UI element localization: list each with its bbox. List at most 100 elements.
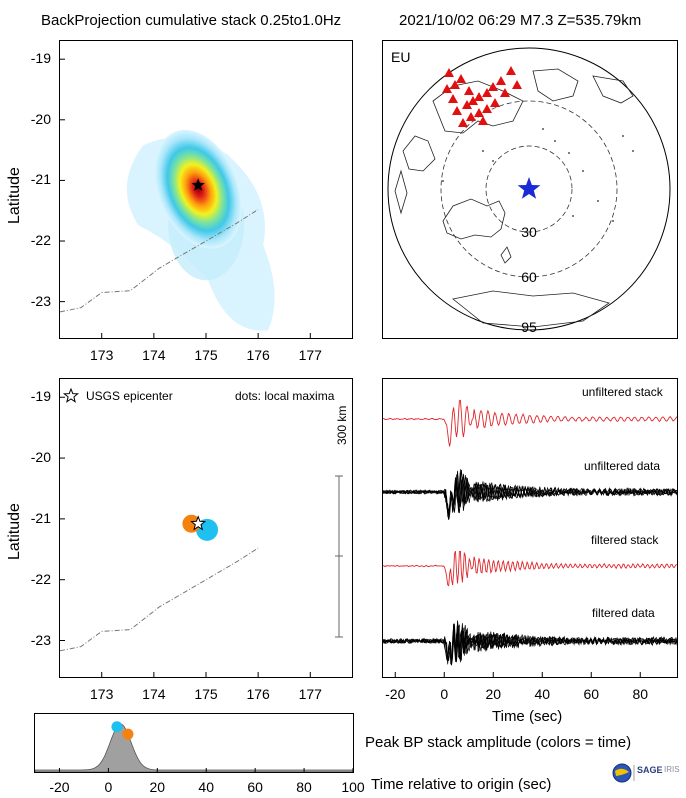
- station-triangle: [488, 82, 498, 91]
- y-tick-label: -21: [30, 509, 51, 526]
- station-triangle: [458, 118, 468, 127]
- cumulative-stack-plot: [60, 58, 311, 338]
- trench-line: [60, 209, 259, 313]
- epicenter-star: [191, 178, 205, 191]
- x-tick-label: 0: [104, 779, 113, 795]
- ring-30: [485, 145, 573, 233]
- x-tick-label: 100: [341, 779, 365, 795]
- station-triangle: [448, 94, 458, 103]
- globe-outline: [387, 47, 671, 331]
- y-tick-label: -23: [30, 292, 51, 309]
- event-info: 2021/10/02 06:29 M7.3 Z=535.79km: [399, 12, 642, 29]
- station-triangle: [456, 74, 466, 83]
- x-tick-label: 173: [90, 686, 114, 702]
- station-triangle: [450, 80, 460, 89]
- trace-unfiltered-data: [383, 470, 677, 521]
- y-tick-label: -22: [30, 232, 51, 249]
- ring-label: 30: [521, 224, 537, 240]
- peak-amplitude-plot: [35, 721, 353, 772]
- trace-filtered-data: [383, 622, 677, 666]
- island-dot: [442, 180, 444, 182]
- x-tick-label: 175: [194, 686, 218, 702]
- x-tick-label: 40: [534, 686, 551, 702]
- x-tick-label: -20: [385, 686, 406, 702]
- island-dot: [568, 152, 570, 154]
- series-label-unfiltered-stack: unfiltered stack: [582, 385, 663, 399]
- island-dot: [612, 220, 614, 222]
- x-tick-label: 176: [246, 686, 270, 702]
- station-triangle: [442, 84, 452, 93]
- x-tick-label: 177: [298, 686, 322, 702]
- coastline: [532, 68, 579, 102]
- y-tick-label: -23: [30, 631, 51, 648]
- legend-star-label: USGS epicenter: [86, 389, 173, 403]
- island-dot: [492, 160, 494, 162]
- island-dot: [622, 135, 624, 137]
- x-tick-label: 176: [246, 347, 270, 363]
- y-tick-label: -20: [30, 110, 51, 127]
- island-dot: [554, 140, 556, 142]
- series-label-filtered-data: filtered data: [592, 606, 655, 620]
- island-dot: [632, 150, 634, 152]
- trace-unfiltered-data: [383, 475, 677, 520]
- station-triangle: [468, 96, 478, 105]
- x-tick-label: 40: [198, 779, 215, 795]
- peak-marker: [111, 721, 123, 733]
- page-title: BackProjection cumulative stack 0.25to1.…: [41, 12, 342, 29]
- logo-text: SAGE: [637, 765, 663, 775]
- ring-60: [440, 100, 618, 278]
- station-triangle: [444, 68, 454, 77]
- region-label: EU: [391, 49, 411, 65]
- coastline: [442, 198, 506, 240]
- station-map-panel: 30 60 95 EU: [382, 40, 678, 339]
- station-triangle: [466, 112, 476, 121]
- x-tick-label: 177: [298, 347, 322, 363]
- station-triangle: [490, 98, 500, 107]
- island-dot: [582, 170, 584, 172]
- trace-unfiltered-data: [383, 469, 677, 513]
- x-tick-label: 175: [194, 347, 218, 363]
- peak-marker: [122, 728, 134, 740]
- x-tick-label: 80: [296, 779, 312, 795]
- trace-filtered-data: [383, 630, 677, 664]
- x-tick-label: 20: [485, 686, 502, 702]
- x-tick-label: 20: [149, 779, 166, 795]
- cumulative-stack-panel: [59, 40, 353, 339]
- station-triangle: [462, 100, 472, 109]
- station-triangle: [482, 104, 492, 113]
- y-tick-label: -22: [30, 570, 51, 587]
- y-tick-label: -19: [30, 50, 51, 67]
- coastline: [592, 75, 634, 104]
- ring-label: 60: [521, 269, 537, 285]
- station-triangle: [464, 86, 474, 95]
- y-tick-label: -19: [30, 388, 51, 405]
- series-label-filtered-stack: filtered stack: [591, 533, 659, 547]
- series-label-unfiltered-data: unfiltered data: [584, 459, 661, 473]
- station-map: 30 60 95: [387, 47, 671, 335]
- local-maxima-plot: [60, 387, 343, 677]
- island-dot: [482, 150, 484, 152]
- trace-unfiltered-stack: [383, 399, 677, 447]
- island-dot: [572, 215, 574, 217]
- coastline: [402, 135, 436, 172]
- x-tick-label: -20: [49, 779, 70, 795]
- station-triangle: [496, 76, 506, 85]
- xlabel-seismogram: Time (sec): [492, 708, 563, 725]
- station-triangle: [452, 106, 462, 115]
- station-triangle: [474, 92, 484, 101]
- x-tick-label: 60: [247, 779, 263, 795]
- ring-label: 95: [521, 319, 537, 335]
- xlabel-peak-amplitude: Time relative to origin (sec): [371, 776, 552, 793]
- ylabel-top: Latitude: [6, 167, 23, 224]
- x-tick-label: 174: [142, 686, 166, 702]
- island-dot: [597, 200, 599, 202]
- legend-star-icon: [62, 387, 80, 403]
- y-tick-label: -21: [30, 171, 51, 188]
- y-tick-label: -20: [30, 449, 51, 466]
- coastline: [500, 246, 512, 264]
- peak-amplitude-title: Peak BP stack amplitude (colors = time): [365, 734, 632, 751]
- local-maxima-panel: USGS epicenter dots: local maxima 300 km: [59, 378, 353, 678]
- trace-unfiltered-data: [383, 477, 677, 514]
- x-tick-label: 0: [440, 686, 449, 702]
- stack-amplitude-heatmap: [154, 129, 242, 249]
